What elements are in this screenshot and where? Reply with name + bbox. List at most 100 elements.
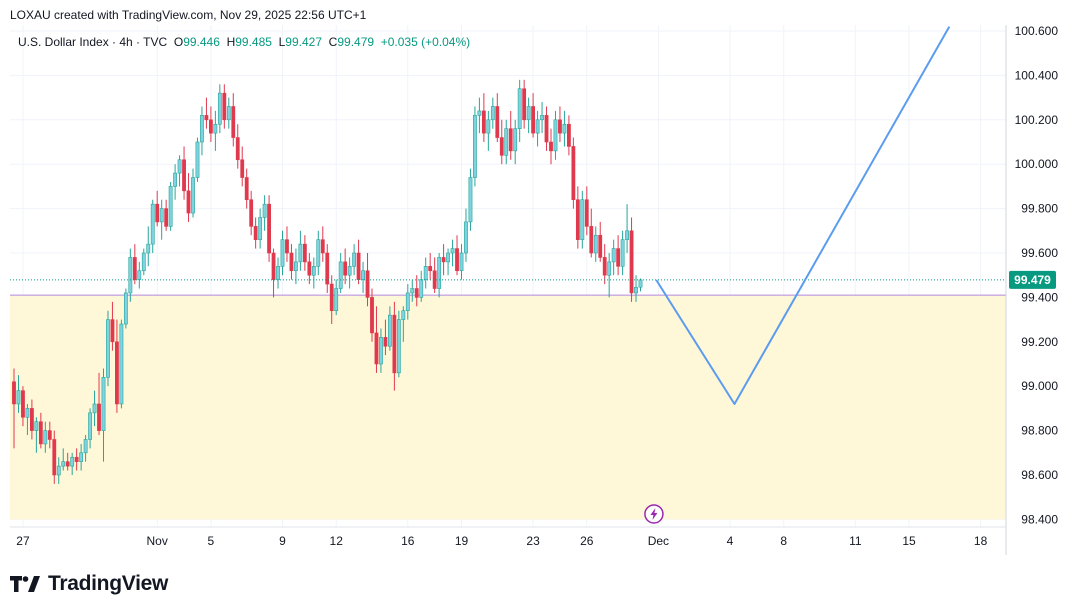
candle-body [517,88,522,129]
close-value: 99.479 [337,35,375,49]
candle [490,97,495,129]
candle [200,106,204,156]
candle [177,155,182,187]
y-tick-label: 100.200 [1015,113,1059,127]
candle-body [625,230,629,240]
candle [374,306,379,373]
low-label: L [278,35,286,49]
candle [459,244,464,280]
candle-body [558,119,562,134]
candle [235,124,240,169]
candle-body [12,381,16,405]
candle-body [271,252,276,280]
candle [298,230,303,271]
candle [137,261,142,289]
candle [52,430,57,484]
candle [602,244,607,285]
candle-body [276,266,280,280]
candle-body [580,199,585,240]
candle-body [164,208,169,227]
candle-body [235,137,240,161]
candle-body [217,92,222,125]
candle-body [602,257,607,276]
candle [106,310,110,387]
tradingview-brand[interactable]: TradingView [48,572,169,595]
candle [616,235,621,276]
candle-body [249,199,254,227]
footer: TradingView [10,572,168,596]
candle [566,115,571,156]
candle-body [495,106,500,138]
candle-body [593,234,598,254]
candle [593,226,598,262]
candle [209,106,213,142]
candle-body [634,286,638,294]
candle [334,279,339,316]
candle-body [473,115,477,178]
candle-body [132,257,137,280]
candle-body [191,177,195,214]
symbol-label[interactable]: U.S. Dollar Index · 4h · TVC [18,35,168,49]
candle-body [244,177,249,201]
y-tick-label: 100.600 [1015,25,1059,38]
candle [486,110,491,151]
candle-body [522,88,527,121]
x-tick-label: 26 [580,534,594,548]
candle-body [571,146,576,201]
candle [186,173,191,222]
candle-body [338,261,343,289]
candle [464,208,468,262]
candle-body [387,314,392,347]
candle [405,284,410,320]
candle [473,106,477,187]
axes [10,25,1007,557]
candle-body [173,172,178,187]
candle [119,319,124,409]
candle-body [428,266,433,272]
candle-body [316,239,321,267]
chart-area[interactable]: 100.600 100.400 100.200 100.000 99.800 99.600… [0,24,1079,557]
candle [638,278,643,292]
y-tick-label: 100.000 [1015,157,1059,171]
candle [553,110,558,160]
candle [625,204,629,253]
candles [12,79,643,484]
candle [271,248,276,298]
candle-body [200,115,204,143]
candle-body [186,190,191,214]
x-tick-label: 9 [279,534,286,548]
candle [531,93,536,138]
candle-body [531,106,536,134]
y-tick-label: 99.600 [1021,246,1058,260]
candle-body [16,390,21,405]
candle [47,421,52,449]
candle [168,181,173,231]
candle [508,110,513,160]
candle [128,248,133,302]
candle-body [549,141,553,152]
x-tick-label: 16 [401,534,415,548]
candle-body [222,92,227,121]
candle [182,146,186,200]
candle [92,390,97,427]
candle-body [383,337,388,347]
candle-body [374,332,379,365]
candle-body [182,159,186,192]
candle [320,226,325,262]
candle [262,195,267,231]
candle-body [419,279,424,298]
candle [441,244,446,276]
candle [276,257,280,289]
candle-body [414,288,419,298]
candle [253,217,258,249]
price-chart[interactable]: 100.600 100.400 100.200 100.000 99.800 99.600… [0,24,1079,557]
candle-body [540,115,544,121]
candle-body [47,430,52,440]
candle [302,235,307,271]
candle-body [97,403,101,431]
candle-body [21,390,25,418]
last-price-badge-text: 99.479 [1014,273,1051,287]
alert-lightning-icon [644,504,664,524]
candle [432,257,437,293]
candle [146,226,151,267]
